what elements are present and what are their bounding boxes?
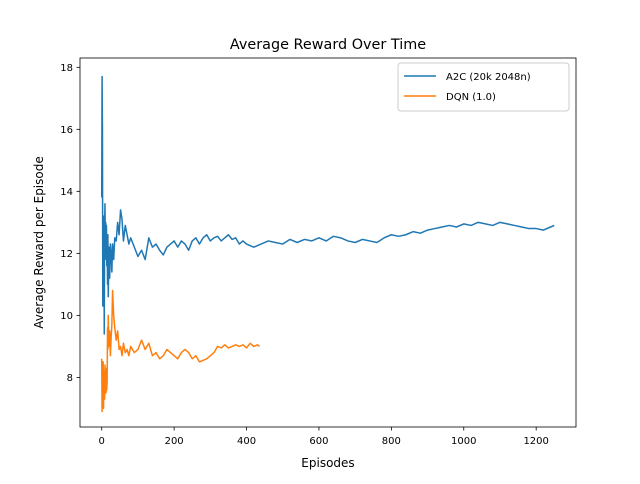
series-lines bbox=[100, 75, 555, 413]
x-axis: 0 200 400 600 800 1000 1200 bbox=[99, 427, 549, 447]
y-tick-label: 12 bbox=[60, 249, 73, 260]
legend: A2C (20k 2048n) DQN (1.0) bbox=[397, 62, 570, 112]
x-tick-label: 400 bbox=[237, 436, 256, 447]
x-tick-label: 200 bbox=[165, 436, 184, 447]
legend-label-1: DQN (1.0) bbox=[446, 92, 496, 103]
y-axis: 8 10 12 14 16 18 bbox=[60, 63, 80, 384]
x-axis-label: Episodes bbox=[301, 456, 354, 470]
x-tick-label: 1200 bbox=[523, 436, 548, 447]
x-tick-label: 600 bbox=[309, 436, 328, 447]
y-tick-label: 10 bbox=[60, 311, 73, 322]
y-axis-label: Average Reward per Episode bbox=[32, 156, 46, 328]
legend-label-0: A2C (20k 2048n) bbox=[446, 72, 531, 83]
y-tick-label: 14 bbox=[60, 187, 73, 198]
x-tick-label: 1000 bbox=[451, 436, 476, 447]
y-tick-label: 8 bbox=[67, 373, 73, 384]
legend-box bbox=[397, 62, 570, 112]
x-tick-label: 800 bbox=[382, 436, 401, 447]
y-tick-label: 16 bbox=[60, 125, 73, 136]
series-line-1 bbox=[100, 289, 261, 413]
y-tick-label: 18 bbox=[60, 63, 73, 74]
series-line-0 bbox=[100, 75, 555, 335]
plot-frame bbox=[79, 57, 577, 428]
x-tick-label: 0 bbox=[99, 436, 105, 447]
chart-title: Average Reward Over Time bbox=[230, 37, 426, 53]
